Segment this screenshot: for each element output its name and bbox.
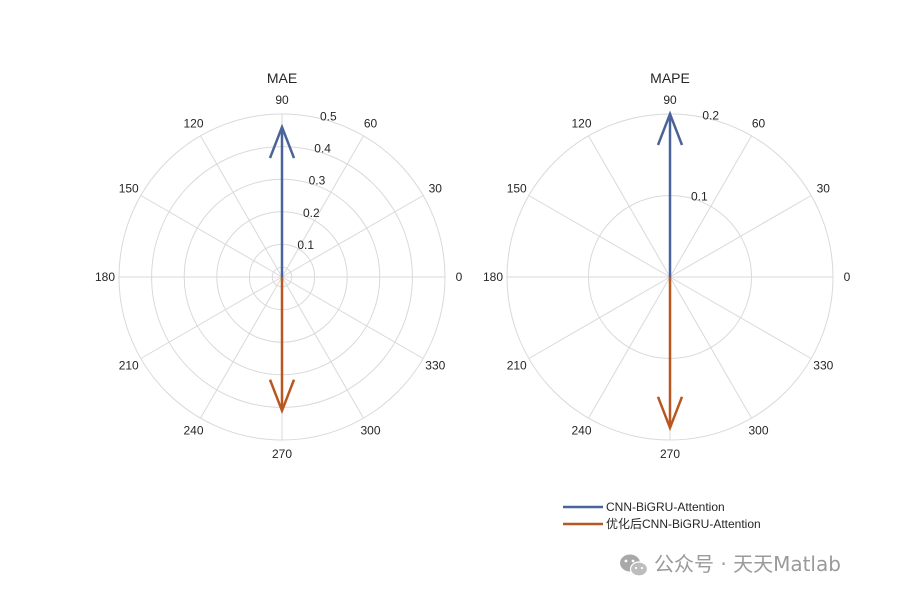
grid-spoke	[200, 135, 283, 278]
angle-tick-label: 240	[571, 423, 591, 437]
chart-title: MAPE	[650, 70, 690, 86]
radial-tick-label: 0.2	[702, 109, 719, 123]
angle-tick-label: 150	[507, 182, 527, 196]
chart-title: MAE	[267, 70, 297, 86]
polar-chart-mape: MAPE 0 30 60 90 120 150 180 210 240 270 300 330 0.1 0.…	[483, 70, 851, 461]
radial-tick-label: 0.1	[691, 189, 708, 203]
arrow-head	[656, 110, 684, 146]
grid-spoke	[140, 195, 283, 278]
grid-spoke	[669, 276, 752, 419]
grid-spoke	[669, 135, 752, 278]
grid-spoke	[200, 276, 283, 419]
angle-tick-label: 300	[748, 423, 768, 437]
angle-tick-label: 90	[663, 93, 677, 107]
angle-tick-label: 30	[429, 182, 443, 196]
legend-item-cnn-bigru-attention: CNN-BiGRU-Attention	[563, 500, 725, 514]
angle-tick-label: 30	[817, 182, 831, 196]
arrow-head	[268, 123, 296, 159]
angle-tick-label: 60	[364, 117, 378, 131]
angle-tick-label: 0	[456, 270, 463, 284]
angle-tick-label: 240	[183, 423, 203, 437]
angle-tick-label: 90	[275, 93, 289, 107]
grid-spoke	[588, 276, 671, 419]
angle-tick-label: 300	[360, 423, 380, 437]
legend-item-optimized-cnn-bigru-attention: 优化后CNN-BiGRU-Attention	[563, 517, 761, 531]
series-arrow-cnn-bigru-attention	[656, 110, 684, 277]
angle-tick-label: 180	[95, 270, 115, 284]
angle-tick-label: 0	[844, 270, 851, 284]
radial-tick-label: 0.1	[297, 238, 314, 252]
angle-tick-label: 210	[119, 359, 139, 373]
wechat-icon	[620, 554, 649, 577]
angle-tick-label: 180	[483, 270, 503, 284]
legend-label: 优化后CNN-BiGRU-Attention	[606, 517, 761, 531]
watermark-text: 公众号 · 天天Matlab	[654, 552, 841, 576]
arrow-head	[656, 396, 684, 432]
polar-chart-mae: MAE 0 30 60 90 120 150 180 210 240 270 300 330 0.1 0.2…	[95, 70, 463, 461]
radial-tick-label: 0.4	[314, 142, 331, 156]
radial-tick-label: 0.2	[303, 206, 320, 220]
angle-tick-label: 270	[660, 447, 680, 461]
watermark: 公众号 · 天天Matlab	[620, 552, 841, 577]
radial-tick-label: 0.5	[320, 109, 337, 123]
grid-spoke	[528, 195, 671, 278]
legend: CNN-BiGRU-Attention 优化后CNN-BiGRU-Attenti…	[563, 500, 761, 531]
grid-spoke	[669, 195, 812, 278]
arrow-head	[268, 379, 296, 415]
angle-tick-label: 150	[119, 182, 139, 196]
series-arrow-cnn-bigru-attention	[268, 123, 296, 277]
series-arrow-optimized-cnn-bigru-attention	[268, 277, 296, 415]
grid-spoke	[669, 276, 812, 359]
grid-spoke	[140, 276, 283, 359]
series-arrow-optimized-cnn-bigru-attention	[656, 277, 684, 432]
angle-tick-label: 120	[183, 117, 203, 131]
legend-label: CNN-BiGRU-Attention	[606, 500, 725, 514]
grid-spoke	[588, 135, 671, 278]
angle-tick-label: 60	[752, 117, 766, 131]
grid-spoke	[281, 135, 364, 278]
angle-tick-label: 120	[571, 117, 591, 131]
angle-tick-label: 330	[425, 359, 445, 373]
grid-spoke	[281, 276, 424, 359]
radial-tick-label: 0.3	[309, 174, 326, 188]
grid-spoke	[528, 276, 671, 359]
angle-tick-label: 330	[813, 359, 833, 373]
grid-spoke	[281, 276, 364, 419]
angle-tick-label: 270	[272, 447, 292, 461]
angle-tick-label: 210	[507, 359, 527, 373]
grid-spoke	[281, 195, 424, 278]
